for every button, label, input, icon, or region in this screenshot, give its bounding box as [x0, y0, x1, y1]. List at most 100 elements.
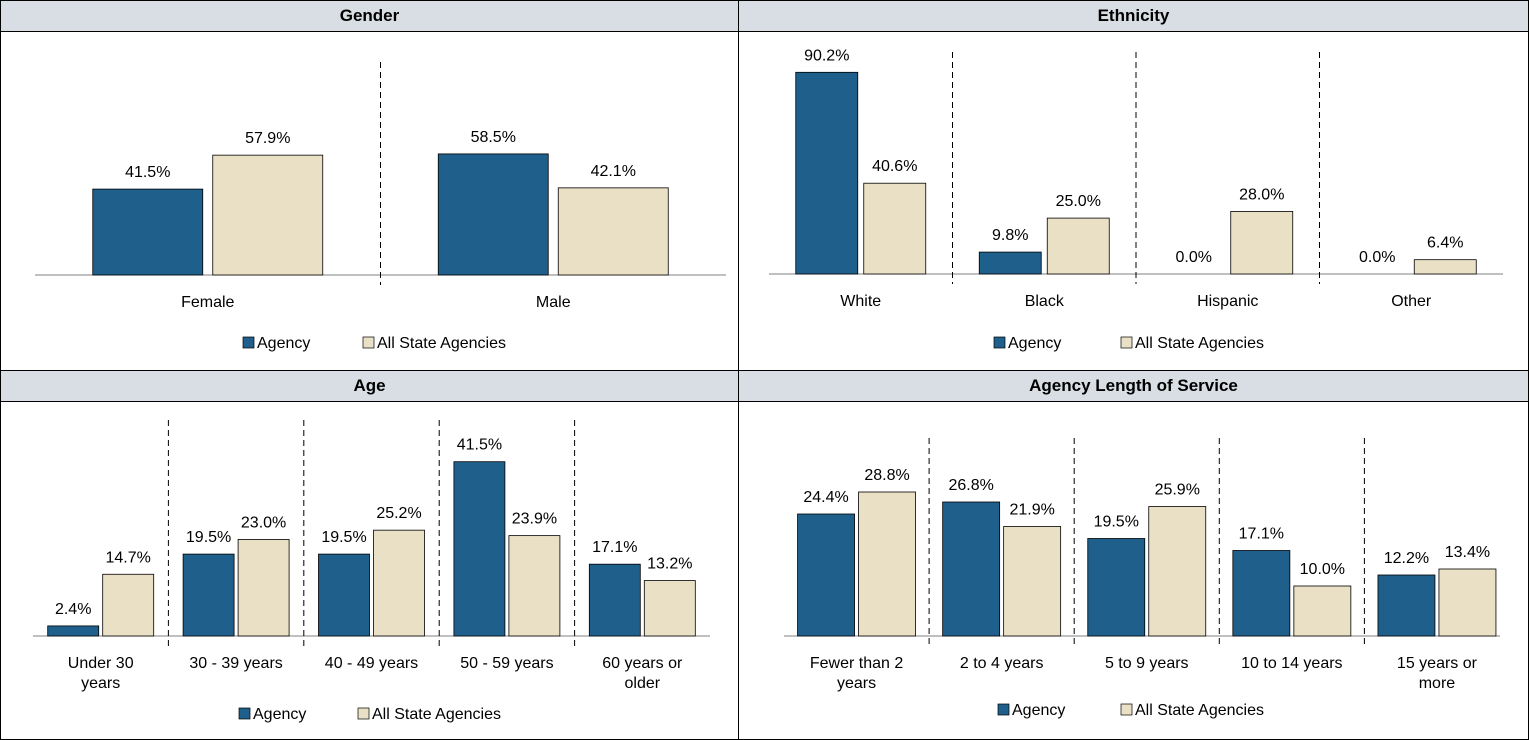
state-bar: [1413, 259, 1477, 275]
agency-bar: [453, 461, 506, 637]
data-label: 21.9%: [1009, 502, 1054, 519]
data-label: 26.8%: [948, 477, 993, 494]
state-legend-swatch: [1120, 703, 1133, 716]
data-label: 25.0%: [1056, 193, 1101, 210]
data-label: 19.5%: [1094, 514, 1139, 531]
category-label: 15 years or more: [1397, 655, 1478, 692]
category-label: 2 to 4 years: [960, 655, 1044, 672]
legend-label: All State Agencies: [1135, 702, 1264, 719]
agency-bar: [797, 513, 855, 637]
agency-bar: [1377, 574, 1436, 637]
age-chart: 2.4% 14.7% Under 30 years 19.5% 23.0% 30 - 39 …: [33, 420, 710, 723]
agency-bar: [942, 501, 1001, 637]
category-label: Fewer than 2 years: [810, 655, 903, 692]
legend-label: Agency: [253, 706, 306, 723]
category-label: 50 - 59 years: [460, 655, 553, 672]
data-label: 23.9%: [512, 511, 557, 528]
data-label: 24.4%: [803, 489, 848, 506]
legend-label: All State Agencies: [377, 335, 506, 352]
state-bar: [1438, 568, 1497, 637]
agency-bar: [92, 188, 204, 276]
state-bar: [858, 491, 916, 637]
age-panel: Age 2.4% 14.7% Under 30 years 19.5% 23.0% 30 -…: [0, 370, 739, 740]
data-label: 41.5%: [457, 437, 502, 454]
data-label: 19.5%: [321, 529, 366, 546]
agency-bar: [588, 563, 641, 637]
gender-chart: 41.5% 57.9% Female 58.5% 42.1% Male Agency All …: [35, 62, 726, 352]
agency-bar: [795, 71, 859, 275]
service-panel: Agency Length of Service 24.4% 28.8% Fewer…: [738, 370, 1529, 740]
service-chart: 24.4% 28.8% Fewer than 2 years 26.8% 21.9% 2 t…: [784, 438, 1500, 719]
category-label: Black: [1025, 293, 1065, 310]
legend-label: All State Agencies: [1135, 335, 1264, 352]
ethnicity-chart: 90.2% 40.6% White 9.8% 25.0% Black 0.0% 28.0% Hi…: [769, 47, 1503, 352]
state-bar: [212, 154, 324, 276]
data-label: 25.9%: [1155, 482, 1200, 499]
state-bar: [508, 535, 561, 637]
gender-panel: Gender 41.5% 57.9% Female 58.5% 42.1% Male Age…: [0, 0, 739, 371]
agency-bar: [1087, 538, 1146, 637]
chart-title: Age: [1, 371, 738, 402]
data-label: 58.5%: [471, 129, 516, 146]
state-bar: [102, 573, 155, 637]
state-bar: [643, 580, 696, 637]
state-bar: [557, 187, 669, 276]
agency-bar: [47, 625, 100, 637]
agency-legend-swatch: [997, 703, 1010, 716]
data-label: 25.2%: [376, 505, 421, 522]
category-label: 10 to 14 years: [1241, 655, 1342, 672]
state-bar: [1003, 526, 1062, 637]
data-label: 12.2%: [1384, 550, 1429, 567]
category-label: Other: [1391, 293, 1432, 310]
data-label: 57.9%: [245, 130, 290, 147]
chart-title: Agency Length of Service: [739, 371, 1528, 402]
state-bar: [1293, 585, 1352, 637]
agency-legend-swatch: [238, 707, 251, 720]
ethnicity-panel: Ethnicity 90.2% 40.6% White 9.8% 25.0% Black 0…: [738, 0, 1529, 371]
agency-legend-swatch: [993, 336, 1006, 349]
state-bar: [1148, 506, 1207, 637]
data-label: 40.6%: [872, 158, 917, 175]
data-label: 41.5%: [125, 164, 170, 181]
category-label: 40 - 49 years: [325, 655, 418, 672]
category-label: 30 - 39 years: [189, 655, 282, 672]
data-label: 13.4%: [1445, 544, 1490, 561]
category-label: 60 years or older: [602, 655, 683, 692]
category-label: Hispanic: [1197, 293, 1258, 310]
agency-bar: [182, 553, 235, 637]
state-bar: [237, 538, 290, 637]
data-label: 13.2%: [647, 556, 692, 573]
state-legend-swatch: [357, 707, 370, 720]
category-label: Female: [181, 294, 234, 311]
state-bar: [863, 182, 927, 275]
agency-bar: [978, 251, 1042, 275]
state-bar: [373, 529, 425, 637]
chart-title: Ethnicity: [739, 1, 1528, 32]
legend-label: Agency: [1008, 335, 1061, 352]
data-label: 6.4%: [1427, 235, 1463, 252]
category-label: 5 to 9 years: [1105, 655, 1189, 672]
data-label: 0.0%: [1359, 249, 1395, 266]
agency-bar: [318, 553, 370, 637]
category-label: Male: [536, 294, 571, 311]
legend-label: Agency: [257, 335, 310, 352]
state-legend-swatch: [1120, 336, 1133, 349]
data-label: 42.1%: [591, 163, 636, 180]
data-label: 19.5%: [186, 529, 231, 546]
data-label: 23.0%: [241, 514, 286, 531]
state-bar: [1230, 210, 1294, 275]
state-bar: [1046, 217, 1110, 275]
data-label: 90.2%: [804, 47, 849, 64]
agency-bar: [437, 153, 549, 276]
agency-bar: [1232, 550, 1291, 637]
data-label: 9.8%: [992, 227, 1028, 244]
category-label: Under 30 years: [68, 655, 134, 692]
data-label: 2.4%: [55, 601, 91, 618]
data-label: 17.1%: [592, 539, 637, 556]
legend-label: Agency: [1012, 702, 1065, 719]
chart-title: Gender: [1, 1, 738, 32]
data-label: 17.1%: [1239, 526, 1284, 543]
data-label: 28.0%: [1239, 186, 1284, 203]
agency-legend-swatch: [242, 336, 255, 349]
data-label: 0.0%: [1176, 249, 1212, 266]
